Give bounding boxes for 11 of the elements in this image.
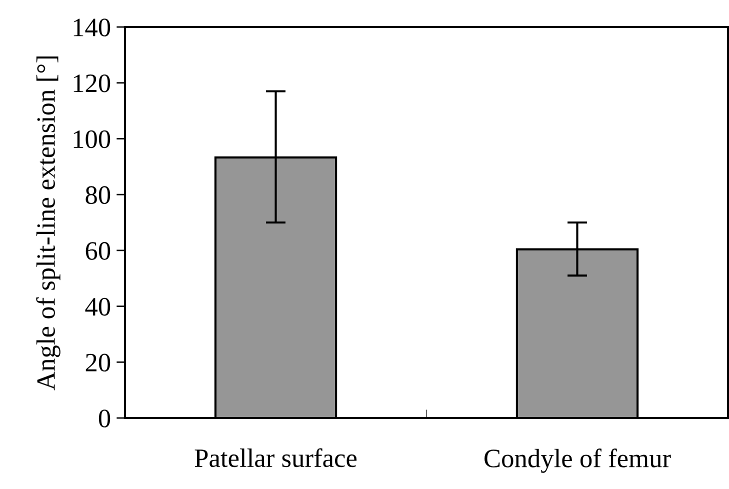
y-tick-label: 60	[86, 242, 110, 260]
y-tick-label: 140	[74, 18, 110, 36]
y-tick-label: 40	[85, 298, 110, 316]
y-tick-label: 20	[86, 354, 110, 372]
y-tick-label: 100	[74, 130, 110, 148]
y-tick-label: 120	[74, 74, 110, 92]
x-tick-label: Condyle of femur	[484, 448, 671, 473]
y-axis-title: Angle of split-line extension [°]	[36, 56, 60, 390]
y-tick-label: 80	[86, 186, 110, 204]
y-tick-label: 0	[98, 410, 110, 428]
x-tick-label: Patellar surface	[194, 448, 357, 468]
